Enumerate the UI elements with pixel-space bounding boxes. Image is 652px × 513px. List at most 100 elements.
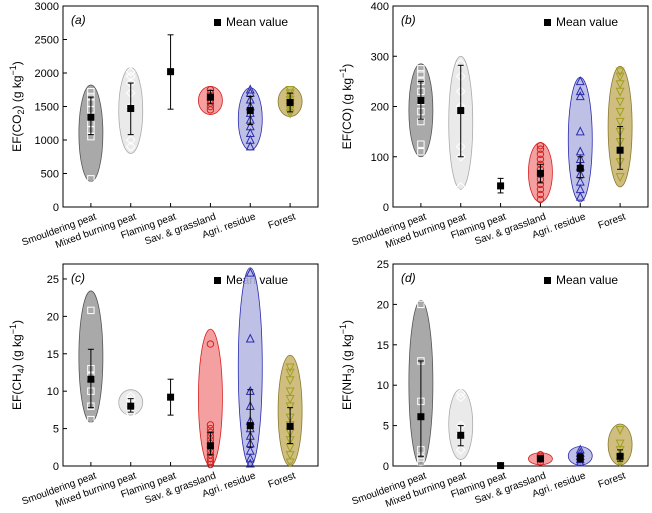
legend-mean-marker [544,19,551,26]
panel-label: (a) [71,13,86,27]
legend-mean-marker [214,19,221,26]
data-point [615,173,625,183]
y-tick-label: 15 [47,349,59,361]
series-smouldering-peat [78,84,104,183]
data-point [285,363,295,373]
mean-marker [87,113,95,121]
x-tick-label: Forest [267,211,298,231]
data-point [285,89,295,99]
y-tick-label: 5 [53,424,59,436]
mean-marker [576,164,584,172]
series-forest [277,354,303,468]
data-point [615,425,625,435]
data-point [285,387,295,397]
data-point [536,145,545,153]
mean-marker [457,431,465,439]
mean-marker [576,454,584,462]
data-point [417,458,425,466]
mean-marker [127,105,135,113]
data-point [615,72,625,82]
data-point [615,97,625,107]
legend-label: Mean value [226,15,288,29]
mean-marker [206,442,214,450]
data-point [206,424,215,433]
mean-marker [286,98,294,106]
data-point [536,141,545,150]
data-point [417,70,425,78]
x-tick-label: Forest [597,211,628,231]
series-forest [607,423,633,468]
data-point [285,368,295,378]
data-point [417,65,425,73]
data-point [575,444,585,454]
data-point [536,195,545,204]
data-point [245,134,255,144]
panel-label: (d) [401,271,416,285]
data-point [285,86,295,96]
data-point [245,84,255,94]
panel-label: (c) [71,271,85,285]
y-tick-label: 500 [41,169,59,181]
y-tick-label: 15 [377,340,389,352]
mean-marker [536,455,544,463]
data-point [575,76,585,86]
y-tick-label: 0 [383,202,389,214]
data-point [417,148,425,156]
data-point [615,67,625,77]
panel-label: (b) [401,13,416,27]
y-tick-label: 20 [377,299,389,311]
mean-marker [417,413,425,421]
legend-label: Mean value [556,273,618,287]
y-tick-label: 10 [377,380,389,392]
y-tick-label: 2000 [35,68,59,80]
data-point [206,340,215,348]
mean-marker [457,107,465,115]
y-tick-label: 20 [47,311,59,323]
mean-marker [167,68,175,76]
legend-label: Mean value [556,15,618,29]
data-point [615,439,625,449]
mean-marker [616,452,624,460]
series-sav-grassland [528,141,553,204]
data-point [125,135,136,145]
range-ellipse [198,328,223,467]
mean-marker [497,182,505,190]
series-mixed-burning-peat [118,389,144,419]
data-point [536,150,545,158]
data-point [245,458,255,468]
data-point [615,117,625,127]
data-point [575,184,585,194]
data-point [245,453,255,463]
y-tick-label: 25 [47,274,59,286]
data-point [455,388,466,399]
data-point [245,445,255,455]
series-flaming-peat [167,378,175,416]
data-point [536,155,545,163]
data-point [455,392,466,403]
mean-marker [497,462,505,470]
data-point [536,185,545,194]
range-ellipse [448,388,474,460]
data-point [245,121,255,131]
series-forest [607,65,633,188]
series-agri-residue [237,267,263,468]
mean-marker [616,146,624,154]
series-mixed-burning-peat [448,55,474,192]
mean-marker [206,93,214,101]
mean-marker [286,422,294,430]
range-ellipse [567,76,593,203]
series-smouldering-peat [408,63,434,158]
data-point [125,71,136,82]
data-point [417,140,425,148]
legend-label: Mean value [226,273,288,287]
series-sav-grassland [528,450,553,466]
y-tick-label: 5 [383,421,389,433]
y-axis-label: EF(CO2) (g kg−1) [8,61,26,152]
mean-marker [417,96,425,104]
data-point [206,421,215,429]
data-point [245,333,255,343]
